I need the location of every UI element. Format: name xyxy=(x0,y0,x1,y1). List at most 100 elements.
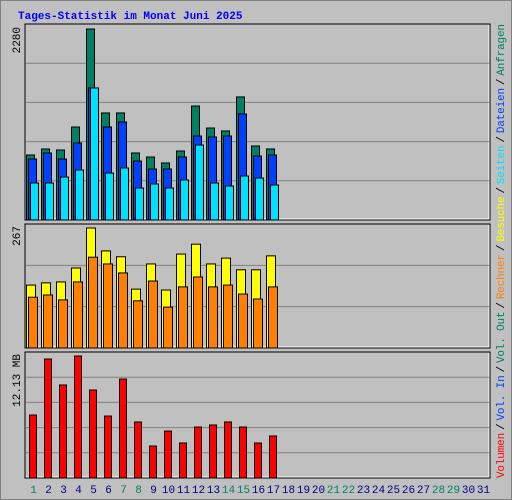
x-tick-label: 19 xyxy=(297,485,310,497)
legend-separator: / xyxy=(496,366,508,373)
x-tick-label: 7 xyxy=(120,485,127,497)
x-tick-label: 22 xyxy=(342,485,355,497)
x-tick-label: 20 xyxy=(312,485,325,497)
x-tick-label: 31 xyxy=(477,485,491,497)
legend-entry: Volumen xyxy=(496,433,508,478)
x-tick-label: 11 xyxy=(177,485,191,497)
bar xyxy=(223,284,233,349)
bar xyxy=(163,306,173,349)
legend-separator: / xyxy=(496,136,508,143)
bar xyxy=(120,167,129,221)
bar xyxy=(90,87,99,221)
bar xyxy=(208,286,218,349)
bar xyxy=(179,442,187,479)
bar xyxy=(150,183,159,221)
y-tick-label: 12.13 MB xyxy=(12,354,24,407)
x-tick-label: 4 xyxy=(75,485,82,497)
bar xyxy=(165,187,174,221)
x-tick-label: 9 xyxy=(150,485,157,497)
legend-entry: Dateien xyxy=(496,88,508,133)
legend-separator: / xyxy=(496,78,508,85)
x-tick-label: 6 xyxy=(105,485,112,497)
legend-separator: / xyxy=(496,187,508,194)
bar xyxy=(74,355,82,479)
legend-entry: Besuche xyxy=(496,196,508,241)
bar xyxy=(75,169,84,221)
x-tick-label: 29 xyxy=(447,485,460,497)
x-tick-label: 13 xyxy=(207,485,220,497)
bar xyxy=(253,298,263,349)
bar xyxy=(193,276,203,349)
x-tick-label: 1 xyxy=(30,485,37,497)
bar xyxy=(270,184,279,221)
x-tick-label: 27 xyxy=(417,485,430,497)
bar xyxy=(29,414,37,479)
bar xyxy=(119,378,127,479)
x-tick-label: 17 xyxy=(267,485,280,497)
bar xyxy=(135,187,144,221)
bar xyxy=(103,263,113,349)
bar xyxy=(224,421,232,479)
bar xyxy=(73,281,83,349)
x-tick-label: 26 xyxy=(402,485,415,497)
bar xyxy=(149,445,157,479)
x-tick-label: 5 xyxy=(90,485,97,497)
bar xyxy=(133,300,143,349)
x-tick-label: 3 xyxy=(60,485,67,497)
x-tick-label: 28 xyxy=(432,485,445,497)
bar xyxy=(60,176,69,221)
bar xyxy=(178,286,188,349)
bar xyxy=(255,177,264,221)
bar xyxy=(194,426,202,479)
bar xyxy=(118,272,128,349)
bar xyxy=(148,280,158,349)
bar xyxy=(105,172,114,221)
legend-entry: Vol. In xyxy=(496,375,508,420)
bar xyxy=(210,182,219,221)
legend-entry: Anfragen xyxy=(496,24,508,76)
x-tick-label: 8 xyxy=(135,485,142,497)
bar xyxy=(28,296,38,349)
legend: Volumen / Vol. In / Vol. Out / Rechner / Besuche… xyxy=(496,24,508,478)
legend-entry: Vol. Out xyxy=(496,311,508,363)
bar xyxy=(239,426,247,479)
bar xyxy=(88,256,98,349)
legend-separator: / xyxy=(496,302,508,309)
legend-entry: Rechner xyxy=(496,254,508,299)
bar xyxy=(43,294,53,349)
x-tick-label: 14 xyxy=(222,485,236,497)
x-tick-label: 16 xyxy=(252,485,265,497)
bar xyxy=(269,435,277,479)
x-tick-label: 10 xyxy=(162,485,175,497)
bar xyxy=(134,421,142,479)
bar xyxy=(254,442,262,479)
bar xyxy=(195,144,204,221)
x-tick-label: 30 xyxy=(462,485,475,497)
bar xyxy=(180,179,189,221)
bar xyxy=(59,384,67,479)
bar xyxy=(209,424,217,479)
bar xyxy=(30,182,39,221)
legend-entry: Seiten xyxy=(496,145,508,184)
bar xyxy=(44,358,52,479)
x-tick-label: 18 xyxy=(282,485,295,497)
legend-separator: / xyxy=(496,423,508,430)
x-tick-label: 12 xyxy=(192,485,205,497)
legend-separator: / xyxy=(496,244,508,251)
bar xyxy=(268,286,278,349)
bar xyxy=(238,293,248,349)
bar xyxy=(104,415,112,479)
x-tick-label: 25 xyxy=(387,485,400,497)
bar xyxy=(89,389,97,479)
chart-title: Tages-Statistik im Monat Juni 2025 xyxy=(18,11,243,23)
x-tick-label: 15 xyxy=(237,485,250,497)
bar xyxy=(45,182,54,221)
bar xyxy=(164,430,172,479)
x-tick-label: 21 xyxy=(327,485,341,497)
bar xyxy=(240,175,249,221)
y-tick-label: 2280 xyxy=(12,27,24,53)
y-tick-label: 267 xyxy=(12,226,24,246)
x-tick-label: 2 xyxy=(45,485,52,497)
